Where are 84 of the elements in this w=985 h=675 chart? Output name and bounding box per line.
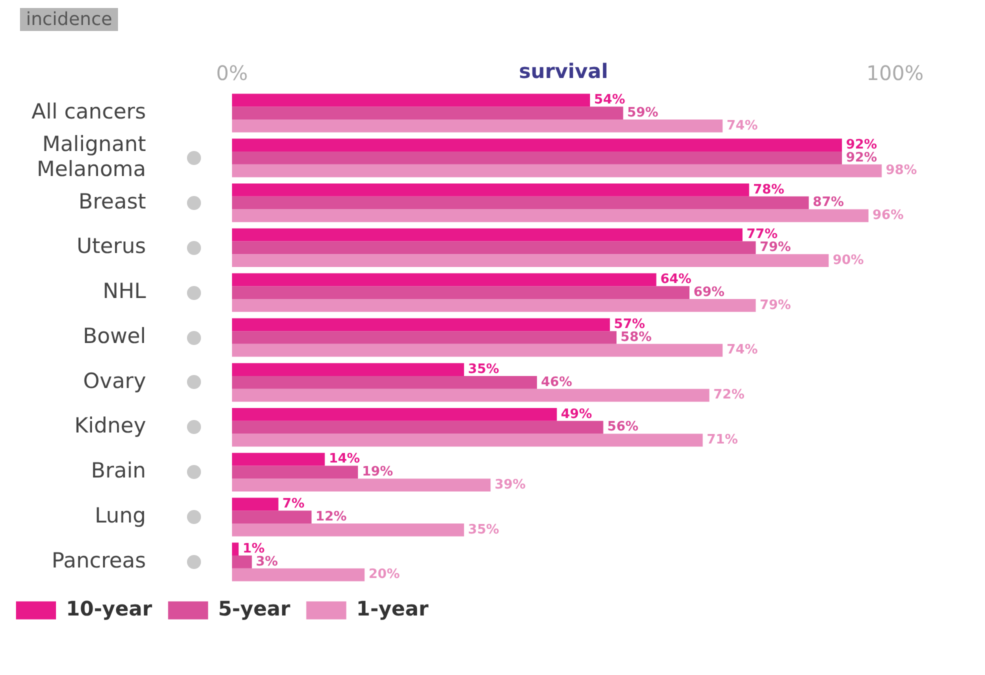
data-label: 39% <box>494 477 526 492</box>
data-label: 79% <box>760 240 791 256</box>
bar <box>232 510 312 524</box>
data-label: 87% <box>812 195 844 210</box>
legend-label: 10-year <box>66 596 152 621</box>
data-label: 7% <box>282 496 304 512</box>
bar <box>232 478 491 492</box>
data-label: 14% <box>328 452 360 467</box>
bar <box>232 452 325 466</box>
y-tick-label: All cancers <box>32 100 146 124</box>
bar <box>232 138 842 152</box>
bar <box>232 241 756 254</box>
bar <box>232 273 656 286</box>
bar <box>232 344 723 357</box>
y-tick-label: Kidney <box>74 414 146 438</box>
bar <box>232 209 868 222</box>
x-tick-label: 100% <box>866 60 924 85</box>
bar <box>232 286 690 300</box>
bar <box>232 254 829 268</box>
data-label: 57% <box>614 317 646 332</box>
bar <box>232 318 610 332</box>
data-label: 46% <box>540 374 572 390</box>
data-label: 74% <box>726 342 758 358</box>
y-tick-label: NHL <box>102 279 146 304</box>
data-label: 1% <box>242 541 265 556</box>
data-label: 49% <box>560 406 592 422</box>
data-label: 72% <box>713 388 744 403</box>
data-label: 90% <box>832 252 864 268</box>
bar <box>232 184 750 196</box>
y-tick-label: Ovary <box>83 368 146 393</box>
y-tick-label: Pancreas <box>52 548 146 572</box>
bar <box>232 524 464 536</box>
data-label: 96% <box>872 208 904 224</box>
bar <box>232 106 624 120</box>
data-label: 59% <box>627 105 658 120</box>
data-label: 92% <box>846 137 878 152</box>
y-tick-label: Brain <box>90 458 146 483</box>
data-label: 78% <box>753 182 784 198</box>
legend-label: 1-year <box>356 596 429 621</box>
legend-label: 5-year <box>218 596 290 621</box>
data-label: 19% <box>362 464 394 480</box>
bar <box>232 119 723 132</box>
bar <box>232 434 703 447</box>
data-label: 20% <box>368 567 400 582</box>
data-label: 54% <box>594 92 626 108</box>
bar <box>232 196 809 210</box>
bar <box>232 388 710 402</box>
bar <box>232 408 557 421</box>
bar <box>232 568 365 582</box>
bar <box>232 498 278 511</box>
data-label: 35% <box>468 522 500 538</box>
data-label: 69% <box>693 284 725 300</box>
y-tick-label: Uterus <box>76 234 146 258</box>
text: incidence <box>20 8 118 31</box>
x-axis-title: survival <box>518 58 608 83</box>
bar <box>232 152 842 164</box>
bar <box>232 331 617 344</box>
y-tick-label: Bowel <box>82 324 146 348</box>
data-label: 74% <box>726 118 758 134</box>
x-tick-label: 0% <box>216 60 248 85</box>
data-label: 3% <box>256 554 278 570</box>
bar <box>232 228 743 242</box>
y-tick-label: Malignant Melanoma <box>36 132 146 181</box>
data-label: 92% <box>846 150 878 166</box>
bar <box>232 466 358 479</box>
y-tick-label: Lung <box>94 504 146 528</box>
data-label: 58% <box>620 330 652 345</box>
bar <box>232 556 252 568</box>
data-label: 98% <box>886 163 917 178</box>
bar <box>232 420 604 434</box>
data-label: 71% <box>706 432 738 448</box>
data-label: 35% <box>468 362 500 377</box>
bar <box>232 363 464 376</box>
data-label: 12% <box>316 509 347 524</box>
bar <box>232 94 590 107</box>
data-label: 77% <box>746 227 778 242</box>
bar <box>232 376 537 389</box>
bar <box>232 299 756 312</box>
bar <box>232 542 239 556</box>
data-label: 56% <box>607 420 638 435</box>
data-label: 79% <box>760 298 791 313</box>
bar <box>232 164 882 178</box>
data-label: 64% <box>660 272 692 288</box>
y-tick-label: Breast <box>78 189 146 214</box>
